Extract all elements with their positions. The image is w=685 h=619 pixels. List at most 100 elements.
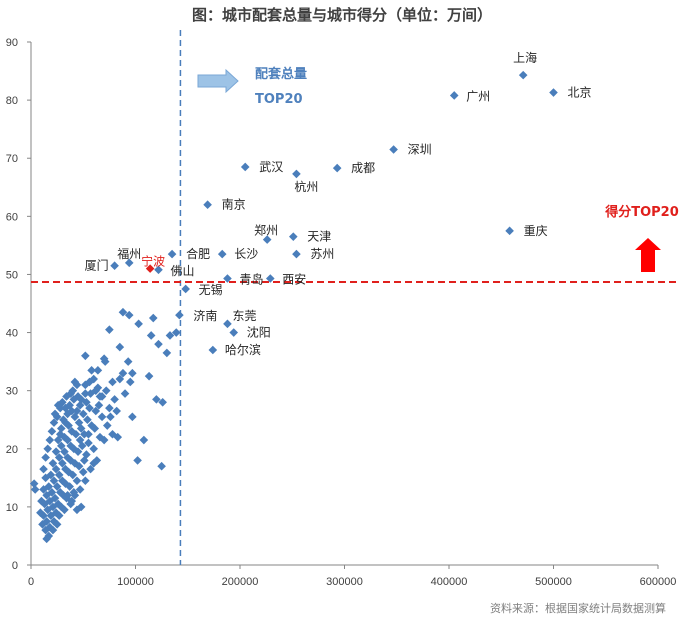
data-point (61, 479, 70, 488)
y-tick-label: 60 (6, 211, 18, 223)
data-point (63, 490, 72, 500)
data-point (60, 447, 69, 456)
data-point (91, 406, 101, 416)
data-point (78, 409, 88, 419)
data-point-labeled (110, 261, 119, 271)
axes: 0 10 20 30 40 50 60 70 80 90 0 100000 200000 300000 40… (6, 37, 677, 588)
y-tick-label: 10 (6, 502, 18, 514)
data-label: 上海 (513, 50, 537, 65)
data-point (50, 409, 60, 419)
data-point (102, 421, 112, 430)
data-point (154, 339, 163, 349)
data-point (94, 400, 104, 410)
data-point (50, 493, 60, 503)
y-tick-label: 80 (6, 95, 18, 107)
data-point (42, 490, 51, 500)
data-point (99, 435, 109, 445)
data-point (87, 366, 96, 375)
data-point (65, 482, 74, 491)
data-point (157, 461, 166, 471)
data-label: 青岛 (239, 272, 263, 287)
data-point-labeled (167, 249, 177, 259)
data-label: 哈尔滨 (225, 342, 261, 357)
y-tick-label: 40 (6, 328, 18, 340)
data-point-labeled (262, 235, 272, 244)
data-point (79, 429, 89, 439)
data-point (133, 456, 142, 465)
data-point (105, 403, 114, 413)
data-point (123, 357, 133, 366)
y-tick-label: 90 (6, 37, 18, 49)
data-point (76, 424, 86, 433)
data-label: 福州 (117, 246, 141, 261)
y-tick-label: 70 (6, 153, 18, 165)
right-arrow-icon (197, 68, 239, 94)
data-label: 济南 (193, 308, 217, 323)
data-point (54, 453, 64, 462)
data-point (58, 397, 67, 407)
data-label: 深圳 (408, 143, 432, 157)
data-point (57, 502, 66, 512)
data-point (87, 421, 96, 430)
data-point (100, 357, 110, 366)
vline-label-line1: 配套总量 (255, 66, 307, 82)
data-point (120, 389, 130, 398)
data-point (52, 520, 62, 529)
data-point (45, 435, 55, 445)
data-point-labeled (518, 70, 528, 80)
data-points (29, 70, 558, 544)
data-point (82, 397, 91, 407)
data-label: 杭州 (294, 179, 318, 194)
data-point (144, 371, 154, 381)
data-label: 武汉 (259, 160, 283, 174)
data-point-labeled (203, 200, 212, 210)
data-point (90, 424, 100, 433)
x-tick-label: 600000 (640, 576, 677, 588)
data-label: 北京 (568, 86, 592, 100)
data-point (146, 331, 156, 340)
data-point (64, 467, 73, 477)
data-point (75, 435, 85, 445)
data-point-labeled (505, 226, 514, 236)
data-point (41, 473, 50, 483)
data-point (40, 499, 49, 509)
data-point-labeled (332, 163, 342, 173)
data-point (134, 319, 143, 329)
data-point (49, 418, 59, 427)
data-point (43, 444, 53, 454)
data-point (108, 377, 117, 387)
data-point-labeled (288, 232, 298, 241)
data-point (39, 485, 48, 494)
data-point (63, 435, 72, 445)
data-point (124, 310, 134, 320)
data-point-labeled (549, 88, 558, 97)
data-point (84, 438, 93, 448)
data-point (70, 459, 80, 468)
data-point-labeled (292, 249, 301, 259)
data-label: 广州 (466, 89, 490, 103)
data-point (115, 342, 125, 352)
data-point (49, 476, 59, 486)
up-arrow-icon (635, 238, 661, 272)
data-label: 成都 (351, 161, 375, 175)
data-point (69, 444, 79, 454)
data-point (95, 432, 105, 442)
x-tick-label: 300000 (326, 576, 363, 588)
source-note: 资料来源：根据国家统计局数据测算 (490, 601, 666, 615)
data-point (105, 325, 114, 334)
data-point (29, 479, 39, 488)
data-point (57, 441, 66, 451)
data-label: 沈阳 (247, 325, 271, 340)
data-point (139, 435, 149, 445)
data-point (48, 502, 58, 512)
y-tick-label: 0 (12, 560, 18, 572)
data-point (36, 508, 45, 517)
data-point (61, 418, 70, 427)
data-point (128, 412, 137, 422)
data-point (52, 412, 62, 422)
data-point (45, 522, 55, 532)
data-point-labeled (154, 265, 163, 275)
data-point (95, 392, 105, 401)
data-point (89, 444, 98, 454)
y-tick-label: 30 (6, 386, 18, 398)
